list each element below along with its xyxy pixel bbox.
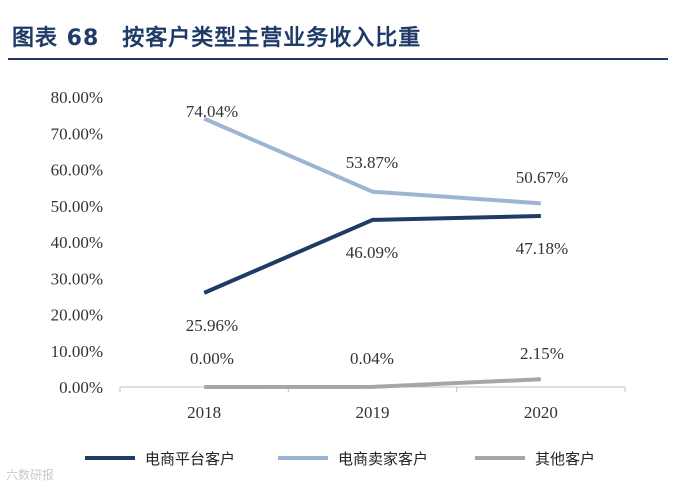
legend-label-other: 其他客户: [535, 449, 596, 468]
x-tick-label: 2020: [524, 403, 558, 422]
y-tick-label: 70.00%: [51, 124, 103, 143]
data-label-seller: 74.04%: [186, 102, 238, 121]
legend-swatch-platform: [85, 456, 135, 460]
x-tick-label: 2018: [187, 403, 221, 422]
y-tick-label: 50.00%: [51, 197, 103, 216]
y-tick-label: 60.00%: [51, 161, 103, 180]
y-tick-label: 0.00%: [59, 378, 103, 397]
y-tick-label: 10.00%: [51, 342, 103, 361]
y-tick-label: 80.00%: [51, 88, 103, 107]
data-label-platform: 47.18%: [516, 239, 568, 258]
series-line-other: [204, 377, 541, 389]
legend: 电商平台客户 电商卖家客户 其他客户: [0, 445, 688, 471]
data-label-platform: 46.09%: [346, 243, 398, 262]
y-tick-label: 20.00%: [51, 306, 103, 325]
watermark: 六数研报: [6, 468, 55, 482]
title-underline: [8, 58, 668, 60]
series-line-platform: [203, 213, 541, 295]
data-label-other: 0.00%: [190, 349, 234, 368]
data-label-platform: 25.96%: [186, 316, 238, 335]
legend-item-platform: 电商平台客户: [85, 445, 235, 471]
x-tick-label: 2019: [356, 403, 390, 422]
data-label-other: 2.15%: [520, 344, 564, 363]
data-label-other: 0.04%: [350, 349, 394, 368]
legend-label-platform: 电商平台客户: [145, 449, 236, 468]
y-tick-label: 30.00%: [51, 269, 103, 288]
series-line-seller: [203, 116, 541, 206]
legend-swatch-seller: [278, 456, 328, 460]
data-label-seller: 50.67%: [516, 168, 568, 187]
legend-item-other: 其他客户: [475, 445, 595, 471]
legend-item-seller: 电商卖家客户: [278, 445, 428, 471]
legend-label-seller: 电商卖家客户: [338, 449, 429, 468]
chart-title: 图表 68 按客户类型主营业务收入比重: [12, 26, 422, 51]
y-tick-label: 40.00%: [51, 233, 103, 252]
chart-header: 图表 68 按客户类型主营业务收入比重: [8, 20, 668, 60]
legend-swatch-other: [475, 456, 525, 460]
data-label-seller: 53.87%: [346, 153, 398, 172]
